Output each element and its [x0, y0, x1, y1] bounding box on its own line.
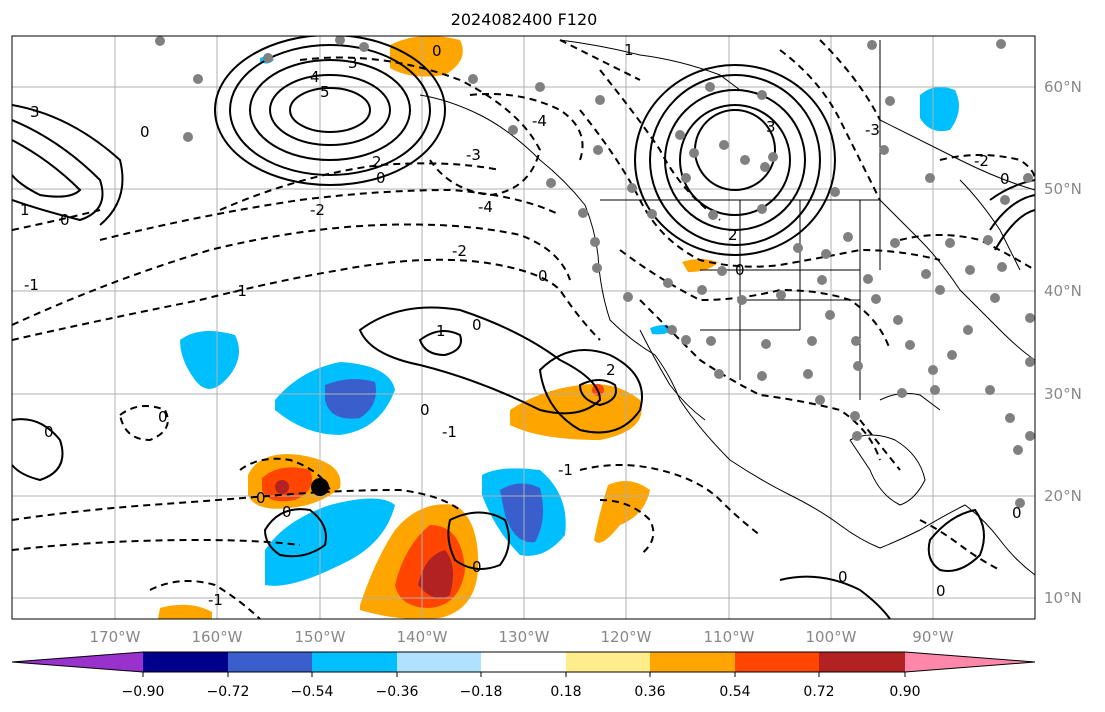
- colorbar-tick-label: 0.54: [719, 684, 750, 700]
- lat-tick-label: 30°N: [1044, 385, 1082, 403]
- contour-label: 4: [310, 68, 320, 86]
- contour-label: 0: [256, 489, 266, 507]
- contour-label: -1: [208, 591, 223, 609]
- contour-label: 0: [936, 582, 946, 600]
- contour-label: -2: [452, 242, 467, 260]
- lat-tick-label: 10°N: [1044, 589, 1082, 607]
- colorbar-segment: [228, 652, 312, 672]
- contour-label: 2: [606, 361, 616, 379]
- contour-label: 0: [432, 42, 442, 60]
- contour-label: -4: [478, 198, 493, 216]
- contour-label: 0: [158, 408, 168, 426]
- lat-tick-label: 40°N: [1044, 282, 1082, 300]
- lat-tick-label: 50°N: [1044, 180, 1082, 198]
- colorbar: −0.90 −0.72 −0.54 −0.36 −0.18 0.18 0.36 0.54 0.7…: [11, 651, 1036, 700]
- colorbar-segment: [650, 652, 735, 672]
- longitude-labels: 170°W 160°W 150°W 140°W 130°W 120°W 110°…: [90, 628, 954, 646]
- contour-label: 2: [728, 226, 738, 244]
- contour-label: 2: [372, 153, 382, 171]
- contour-labels: 0 3 4 5 2 0 -2 -4 -4 -3 -2 0 -1 -1 0 1 1…: [20, 41, 1022, 609]
- latitude-labels: 60°N 50°N 40°N 30°N 20°N 10°N: [1044, 78, 1082, 607]
- contour-label: -1: [24, 276, 39, 294]
- lon-tick-label: 140°W: [397, 628, 448, 646]
- contour-label: 1: [624, 41, 634, 59]
- contour-label: 0: [376, 169, 386, 187]
- colorbar-segment: [143, 652, 228, 672]
- contour-label: -2: [310, 201, 325, 219]
- contour-label: -1: [232, 282, 247, 300]
- contour-label: -4: [532, 112, 547, 130]
- colorbar-tick-label: −0.54: [291, 684, 334, 700]
- contour-label: 5: [320, 83, 330, 101]
- contour-label: -3: [865, 121, 880, 139]
- contour-label: 0: [60, 211, 70, 229]
- colorbar-tick-label: 0.36: [634, 684, 665, 700]
- contour-label: 1: [20, 201, 30, 219]
- colorbar-tick-label: −0.18: [460, 684, 503, 700]
- map-frame: [11, 35, 1036, 620]
- contour-label: 0: [472, 316, 482, 334]
- positive-contours: [12, 36, 1035, 619]
- colorbar-tick-label: 0.18: [550, 684, 581, 700]
- colorbar-segment: [735, 652, 819, 672]
- lon-tick-label: 120°W: [601, 628, 652, 646]
- lon-tick-label: 100°W: [806, 628, 857, 646]
- lon-tick-label: 160°W: [192, 628, 243, 646]
- contour-label: -2: [974, 152, 989, 170]
- map-title: 2024082400 F120: [450, 10, 598, 29]
- lon-tick-label: 170°W: [90, 628, 141, 646]
- colorbar-extend-low: [12, 652, 143, 672]
- lat-tick-label: 20°N: [1044, 487, 1082, 505]
- colorbar-segment: [481, 652, 566, 672]
- lon-tick-label: 110°W: [704, 628, 755, 646]
- contour-label: 0: [472, 558, 482, 576]
- colorbar-segment: [566, 652, 650, 672]
- colorbar-tick-label: −0.36: [376, 684, 419, 700]
- contour-label: 0: [538, 267, 548, 285]
- contour-label: 0: [140, 123, 150, 141]
- contour-label: 0: [44, 423, 54, 441]
- contour-label: -3: [466, 146, 481, 164]
- contour-label: -1: [442, 423, 457, 441]
- contour-label: 1: [436, 322, 446, 340]
- colorbar-extend-high: [905, 652, 1035, 672]
- contour-label: 0: [838, 568, 848, 586]
- colorbar-segment: [312, 652, 397, 672]
- colorbar-tick-label: −0.72: [207, 684, 250, 700]
- colorbar-tick-label: 0.72: [803, 684, 834, 700]
- contour-label: 3: [30, 103, 40, 121]
- contour-label: 0: [1012, 504, 1022, 522]
- lon-tick-label: 150°W: [295, 628, 346, 646]
- contour-label: -1: [558, 461, 573, 479]
- colorbar-tick-label: 0.90: [889, 684, 920, 700]
- contour-label: 0: [1000, 170, 1010, 188]
- negative-contours: [12, 39, 1035, 619]
- contour-label: 3: [766, 118, 776, 136]
- contour-label: 0: [282, 503, 292, 521]
- colorbar-tick-label: −0.90: [122, 684, 165, 700]
- station-dots: [155, 36, 1035, 508]
- lon-tick-label: 90°W: [912, 628, 954, 646]
- contour-label: 0: [735, 261, 745, 279]
- storm-marker: [311, 478, 329, 496]
- contour-label: 0: [420, 401, 430, 419]
- colorbar-segment: [397, 652, 481, 672]
- contour-label: 3: [348, 54, 358, 72]
- lon-tick-label: 130°W: [499, 628, 550, 646]
- lat-tick-label: 60°N: [1044, 78, 1082, 96]
- colorbar-segment: [819, 652, 905, 672]
